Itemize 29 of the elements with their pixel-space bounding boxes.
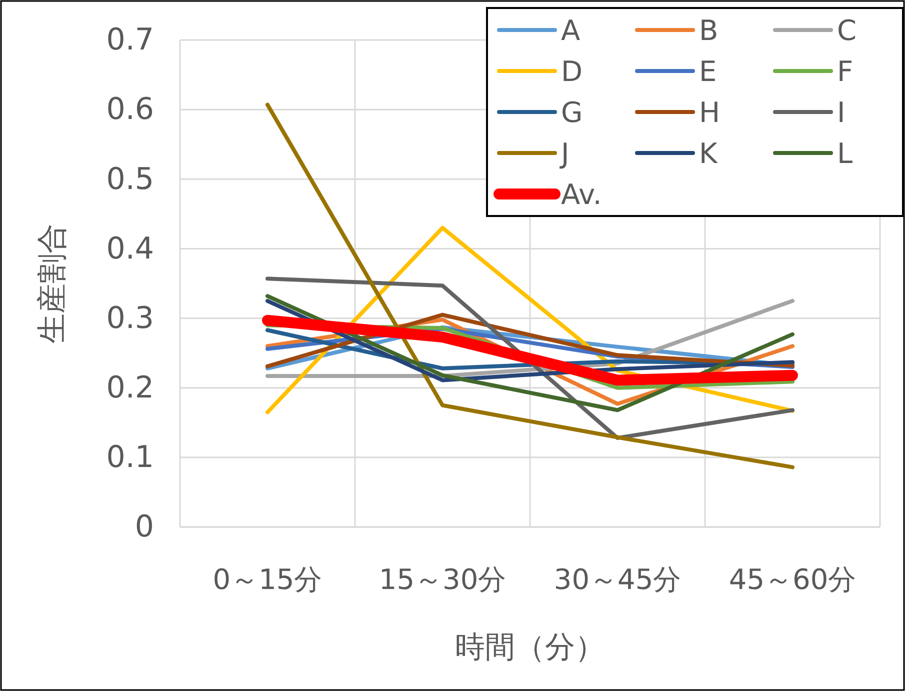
legend-label: D	[561, 55, 583, 88]
y-tick-label: 0.7	[106, 22, 154, 58]
y-tick-label: 0.3	[106, 300, 154, 336]
legend-label: G	[561, 96, 583, 129]
y-tick-label: 0.1	[106, 440, 154, 476]
legend-label: F	[837, 55, 854, 88]
x-tick-label: 30～45分	[554, 562, 682, 596]
legend-label: H	[699, 96, 720, 129]
legend-label: E	[699, 55, 717, 88]
y-tick-label: 0.6	[106, 92, 154, 128]
legend-label: Av.	[561, 178, 602, 211]
legend-label: J	[559, 137, 570, 170]
legend-label: L	[837, 137, 853, 170]
y-tick-label: 0	[134, 510, 154, 545]
legend-label: K	[699, 137, 718, 170]
x-tick-label: 45～60分	[728, 562, 856, 596]
x-tick-label: 15～30分	[378, 562, 506, 596]
legend-label: C	[837, 14, 857, 47]
line-series	[266, 276, 794, 440]
y-tick-label: 0.4	[106, 231, 154, 266]
legend-label: B	[699, 14, 718, 47]
x-axis-title: 時間（分）	[455, 630, 605, 665]
y-tick-label: 0.5	[106, 162, 154, 197]
legend-label: A	[561, 14, 580, 47]
legend-label: I	[837, 96, 846, 129]
y-tick-label: 0.2	[106, 370, 154, 406]
line-series	[266, 102, 794, 470]
x-tick-label: 0～15分	[212, 562, 322, 596]
y-axis-title: 生産割合	[35, 224, 70, 344]
